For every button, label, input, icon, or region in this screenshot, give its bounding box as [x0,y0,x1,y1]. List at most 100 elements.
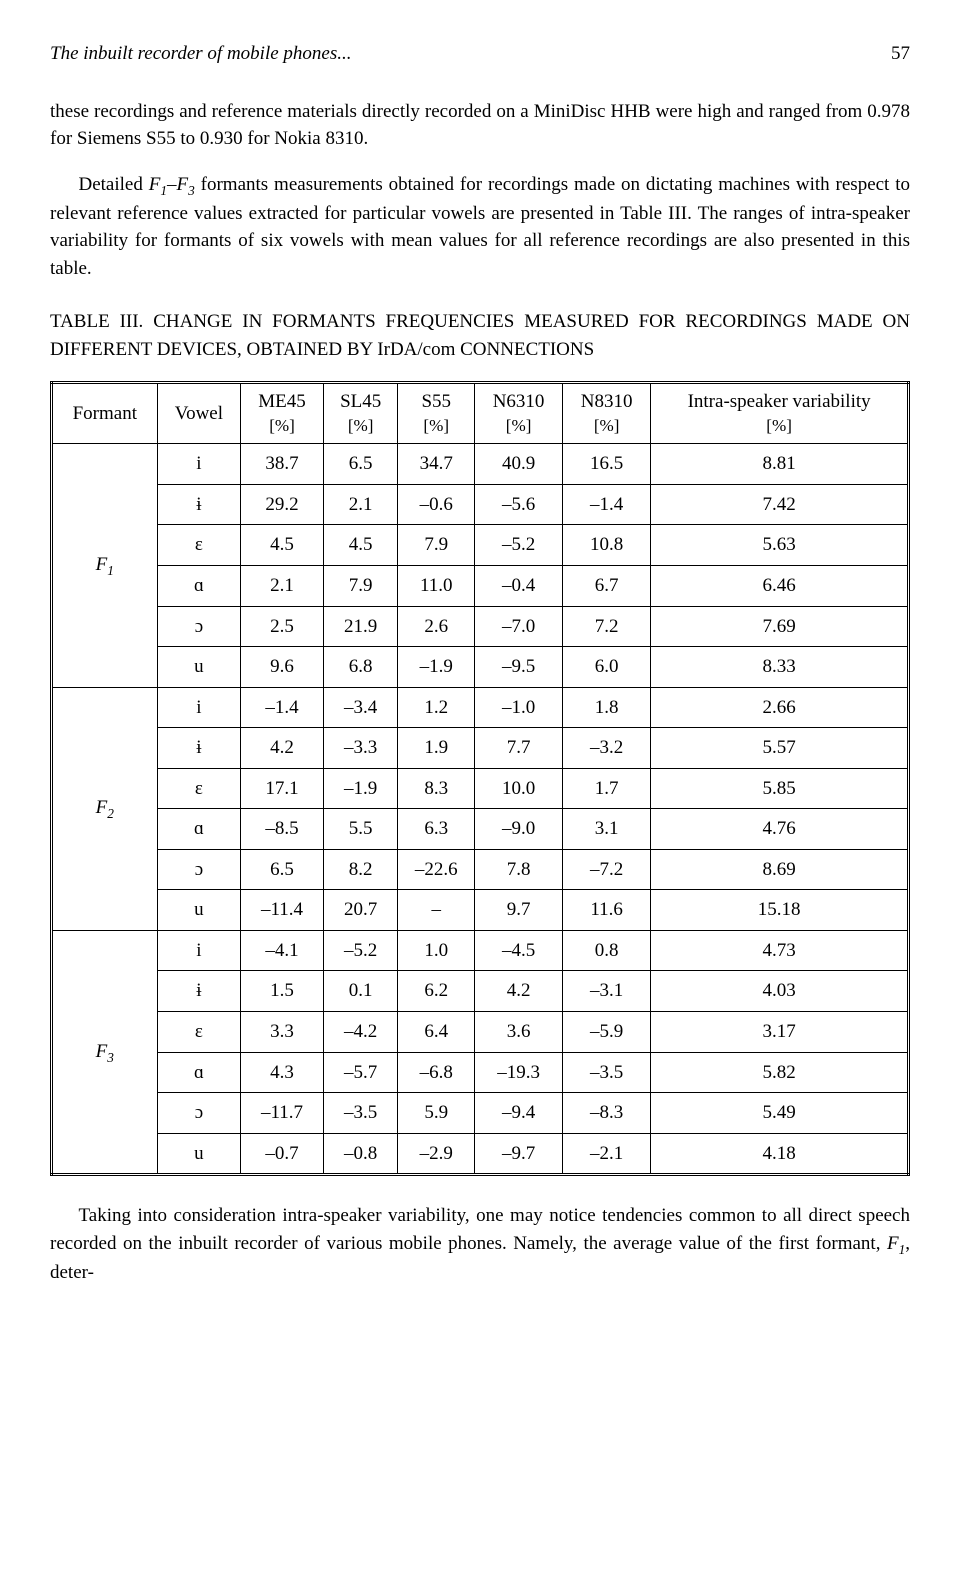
value-cell: –3.1 [563,971,651,1012]
value-cell: 5.9 [398,1093,475,1134]
value-cell: – [398,890,475,931]
value-cell: –8.5 [241,809,324,850]
value-cell: 6.4 [398,1012,475,1053]
vowel-cell: ɑ [157,809,241,850]
value-cell: 6.46 [651,565,909,606]
col-vowel: Vowel [157,383,241,444]
value-cell: 4.76 [651,809,909,850]
vowel-cell: ɔ [157,1093,241,1134]
value-cell: –0.4 [475,565,563,606]
col-intra: Intra-speaker variability[%] [651,383,909,444]
value-cell: 2.6 [398,606,475,647]
value-cell: 7.7 [475,728,563,769]
table-row: F3i–4.1–5.21.0–4.50.84.73 [52,930,909,971]
table-row: u–0.7–0.8–2.9–9.7–2.14.18 [52,1133,909,1175]
value-cell: 1.7 [563,768,651,809]
value-cell: 7.2 [563,606,651,647]
value-cell: 7.42 [651,484,909,525]
page-number: 57 [891,40,910,68]
value-cell: –1.9 [323,768,398,809]
value-cell: 4.3 [241,1052,324,1093]
table-row: u–11.420.7–9.711.615.18 [52,890,909,931]
table-row: F1i38.76.534.740.916.58.81 [52,444,909,485]
vowel-cell: u [157,890,241,931]
value-cell: 15.18 [651,890,909,931]
value-cell: 2.1 [241,565,324,606]
col-formant: Formant [52,383,158,444]
value-cell: 20.7 [323,890,398,931]
value-cell: –3.3 [323,728,398,769]
value-cell: 7.9 [398,525,475,566]
value-cell: 4.03 [651,971,909,1012]
value-cell: 10.8 [563,525,651,566]
table-row: ɔ–11.7–3.55.9–9.4–8.35.49 [52,1093,909,1134]
value-cell: –3.4 [323,687,398,728]
value-cell: –19.3 [475,1052,563,1093]
value-cell: 5.63 [651,525,909,566]
table-row: ɛ17.1–1.98.310.01.75.85 [52,768,909,809]
vowel-cell: u [157,647,241,688]
value-cell: –2.1 [563,1133,651,1175]
table-row: ɨ4.2–3.31.97.7–3.25.57 [52,728,909,769]
value-cell: 1.8 [563,687,651,728]
value-cell: –3.2 [563,728,651,769]
vowel-cell: ɛ [157,525,241,566]
table-row: ɑ2.17.911.0–0.46.76.46 [52,565,909,606]
body-paragraph-1: these recordings and reference materials… [50,98,910,153]
col-sl45: SL45[%] [323,383,398,444]
value-cell: 2.5 [241,606,324,647]
value-cell: 6.3 [398,809,475,850]
value-cell: 6.8 [323,647,398,688]
vowel-cell: ɔ [157,606,241,647]
value-cell: –1.0 [475,687,563,728]
col-me45: ME45[%] [241,383,324,444]
value-cell: 2.1 [323,484,398,525]
table-row: ɛ3.3–4.26.43.6–5.93.17 [52,1012,909,1053]
value-cell: –7.0 [475,606,563,647]
value-cell: –2.9 [398,1133,475,1175]
table-row: ɨ29.22.1–0.6–5.6–1.47.42 [52,484,909,525]
vowel-cell: ɔ [157,849,241,890]
value-cell: 17.1 [241,768,324,809]
table-row: u9.66.8–1.9–9.56.08.33 [52,647,909,688]
value-cell: 6.5 [323,444,398,485]
value-cell: 5.85 [651,768,909,809]
col-n6310: N6310[%] [475,383,563,444]
value-cell: 6.7 [563,565,651,606]
value-cell: –9.0 [475,809,563,850]
value-cell: 4.2 [241,728,324,769]
value-cell: 4.2 [475,971,563,1012]
vowel-cell: ɛ [157,1012,241,1053]
table-row: ɨ1.50.16.24.2–3.14.03 [52,971,909,1012]
value-cell: –3.5 [323,1093,398,1134]
value-cell: 11.6 [563,890,651,931]
value-cell: –11.4 [241,890,324,931]
value-cell: 38.7 [241,444,324,485]
value-cell: 6.0 [563,647,651,688]
value-cell: –0.6 [398,484,475,525]
value-cell: –6.8 [398,1052,475,1093]
value-cell: 8.3 [398,768,475,809]
value-cell: 5.49 [651,1093,909,1134]
value-cell: 1.0 [398,930,475,971]
table-row: ɔ2.521.92.6–7.07.27.69 [52,606,909,647]
vowel-cell: ɛ [157,768,241,809]
vowel-cell: ɑ [157,565,241,606]
value-cell: –7.2 [563,849,651,890]
formant-label: F1 [52,444,158,687]
vowel-cell: ɨ [157,728,241,769]
value-cell: –5.7 [323,1052,398,1093]
formant-label: F3 [52,930,158,1174]
table-row: ɑ4.3–5.7–6.8–19.3–3.55.82 [52,1052,909,1093]
table-header-row: Formant Vowel ME45[%] SL45[%] S55[%] N63… [52,383,909,444]
value-cell: 5.5 [323,809,398,850]
vowel-cell: ɑ [157,1052,241,1093]
value-cell: 2.66 [651,687,909,728]
body-paragraph-2: Detailed F1–F3 formants measurements obt… [50,171,910,283]
table-row: ɛ4.54.57.9–5.210.85.63 [52,525,909,566]
col-n8310: N8310[%] [563,383,651,444]
vowel-cell: ɨ [157,971,241,1012]
value-cell: –9.7 [475,1133,563,1175]
value-cell: –5.2 [475,525,563,566]
value-cell: –0.7 [241,1133,324,1175]
